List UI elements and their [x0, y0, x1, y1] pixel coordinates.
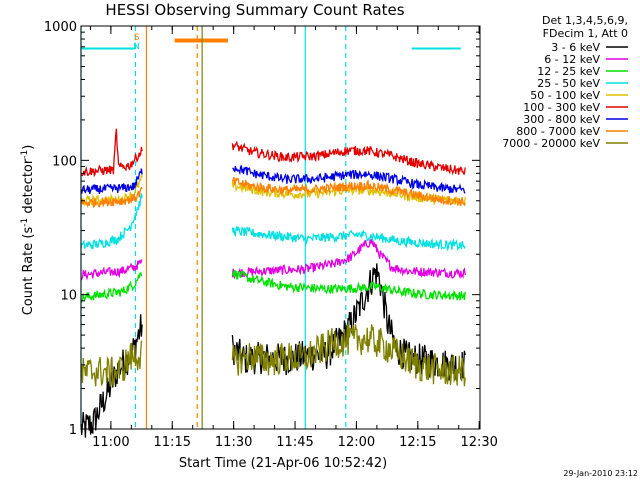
x-tick-label: 11:45: [276, 435, 313, 450]
legend-entry-label: 25 - 50 keV: [537, 77, 600, 90]
legend-entry-label: 800 - 7000 keV: [516, 125, 600, 138]
y-tick-label: 1: [69, 423, 77, 438]
y-axis-label: Count Rate (s-1 detector-1): [20, 145, 36, 316]
series-7-segment-0: [80, 186, 143, 209]
legend-header: FDecim 1, Att 0: [543, 27, 628, 40]
legend-entry-label: 7000 - 20000 keV: [502, 137, 600, 150]
series-6-segment-1: [232, 165, 466, 194]
axes-frame: [80, 25, 481, 430]
plot-area: SN: [80, 26, 466, 438]
series-5-segment-1: [231, 140, 466, 176]
marker-s: S: [134, 33, 140, 43]
x-tick-label: 11:00: [92, 435, 129, 450]
legend-entry-label: 12 - 25 keV: [537, 65, 600, 78]
x-axis-label: Start Time (21-Apr-06 10:52:42): [179, 456, 387, 471]
legend-entry-label: 100 - 300 keV: [523, 101, 600, 114]
legend-entry-label: 50 - 100 keV: [530, 89, 600, 102]
series-2-segment-1: [231, 270, 466, 301]
marker-n: N: [133, 42, 140, 52]
series-3-segment-0: [80, 193, 143, 250]
y-tick-label: 1000: [44, 20, 77, 35]
axes: 1 10 100 1000 11:00 11:15 11:30 11:45 12:00 12:15…: [44, 20, 498, 450]
series-0-segment-0: [80, 314, 143, 438]
x-tick-label: 12:00: [338, 435, 375, 450]
series-8-segment-1: [231, 324, 466, 387]
series-3-segment-1: [231, 225, 466, 252]
y-tick-label: 100: [52, 154, 77, 169]
series-6-segment-0: [80, 168, 143, 194]
x-tick-label: 12:30: [460, 435, 497, 450]
chart-title: HESSI Observing Summary Count Rates: [105, 1, 404, 19]
legend-entry-label: 300 - 800 keV: [523, 113, 600, 126]
series-1-segment-0: [80, 258, 143, 281]
series-1-segment-1: [231, 239, 466, 280]
series-7-segment-1: [231, 176, 466, 207]
series-2-segment-0: [80, 271, 143, 303]
legend-header: Det 1,3,4,5,6,9,: [542, 14, 628, 27]
legend: Det 1,3,4,5,6,9,FDecim 1, Att 03 - 6 keV…: [502, 14, 628, 150]
timestamp: 29-Jan-2010 23:12: [563, 469, 638, 478]
x-tick-label: 11:15: [154, 435, 191, 450]
x-tick-label: 11:30: [215, 435, 252, 450]
legend-entry-label: 6 - 12 keV: [544, 53, 600, 66]
series-5-segment-0: [80, 128, 143, 178]
legend-entry-label: 3 - 6 keV: [551, 41, 600, 54]
x-tick-label: 12:15: [399, 435, 436, 450]
series-8-segment-0: [80, 340, 143, 388]
y-tick-label: 10: [60, 289, 77, 304]
series-4-segment-1: [231, 178, 466, 207]
